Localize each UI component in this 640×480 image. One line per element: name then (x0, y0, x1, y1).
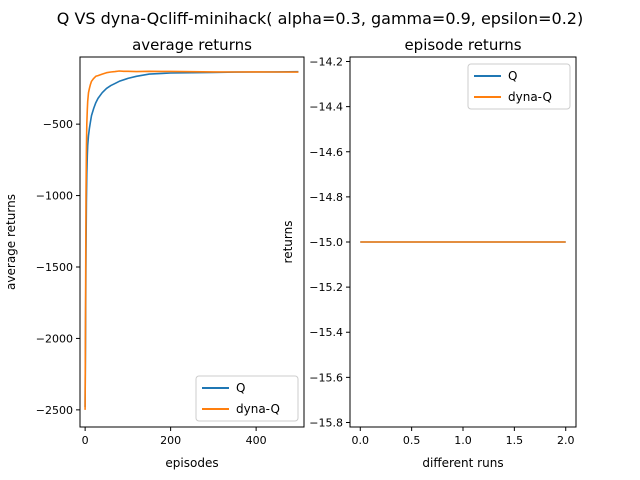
y-tick-label: −15.0 (309, 236, 343, 249)
legend-label: dyna-Q (508, 90, 552, 104)
x-tick-label: 200 (160, 434, 181, 447)
legend-label: Q (508, 69, 517, 83)
y-tick-label: −14.8 (309, 191, 343, 204)
y-tick-label: −2000 (36, 332, 73, 345)
x-tick-label: 2.0 (557, 434, 575, 447)
subplot-average-returns: average returns 0 200 400 −2500−2000−1500−… (4, 36, 305, 470)
x-tick-label: 0.5 (403, 434, 421, 447)
y-axis-label: returns (281, 221, 295, 264)
y-axis-label: average returns (4, 194, 18, 290)
figure-suptitle: Q VS dyna-Qcliff-minihack( alpha=0.3, ga… (57, 9, 583, 28)
y-tick-label: −14.6 (309, 146, 343, 159)
y-tick-label: −500 (43, 118, 73, 131)
legend-label: dyna-Q (236, 402, 280, 416)
y-tick-label: −15.4 (309, 326, 343, 339)
y-axis-ticks: −14.2 −14.4 −14.6 −14.8 −15.0 −15.2 −15.4 −15.6… (309, 56, 350, 429)
y-tick-label: −14.4 (309, 101, 343, 114)
x-axis-ticks: 0.0 0.5 1.0 1.5 2.0 (352, 427, 575, 447)
y-tick-label: −2500 (36, 404, 73, 417)
legend-label: Q (236, 381, 245, 395)
x-tick-label: 0.0 (352, 434, 370, 447)
x-axis-label: episodes (165, 456, 218, 470)
series-line-q (84, 70, 299, 408)
x-axis-ticks: 0 200 400 (82, 427, 267, 447)
x-tick-label: 1.5 (506, 434, 524, 447)
x-tick-label: 1.0 (454, 434, 472, 447)
series-line-dyna-q (84, 70, 299, 410)
y-tick-label: −1000 (36, 190, 73, 203)
x-axis-label: different runs (422, 456, 503, 470)
series-lines (84, 70, 299, 410)
x-tick-label: 0 (82, 434, 89, 447)
y-tick-label: −1500 (36, 261, 73, 274)
y-tick-label: −15.8 (309, 416, 343, 429)
x-tick-label: 400 (246, 434, 267, 447)
subplot-title: episode returns (404, 36, 521, 54)
y-axis-ticks: −2500 −2000 −1500 −1000 −500 (36, 118, 80, 417)
subplot-title: average returns (132, 36, 252, 54)
y-tick-label: −15.2 (309, 281, 343, 294)
subplot-episode-returns: episode returns 0.0 0.5 1.0 1.5 2.0 −14.2−14… (281, 36, 577, 470)
axes-frame (79, 56, 305, 428)
y-tick-label: −14.2 (309, 56, 343, 69)
y-tick-label: −15.6 (309, 371, 343, 384)
